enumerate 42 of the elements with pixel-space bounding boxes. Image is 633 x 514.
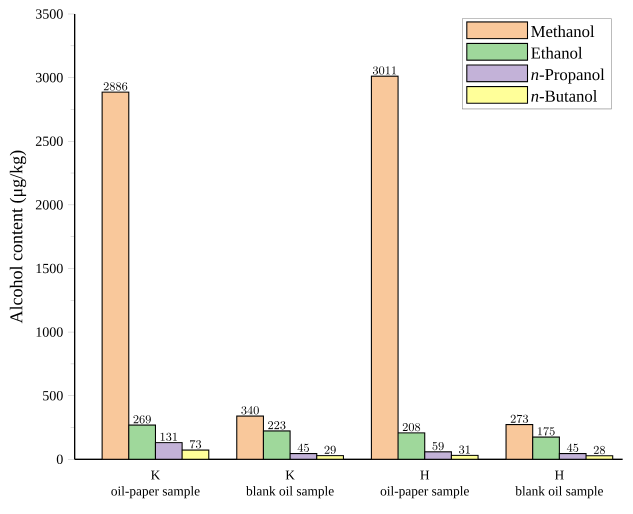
data-label: 269 [133,415,151,424]
bar [102,92,130,460]
x-tick-label: H oil-paper sample [380,470,469,498]
data-label: 273 [510,414,528,423]
y-tick-label: 2500 [36,136,63,146]
y-tick-label: 3000 [36,72,63,82]
data-label: 208 [402,423,420,432]
legend-label: Methanol [531,25,594,38]
x-tick-label: K oil-paper sample [111,470,200,498]
bar [506,424,534,460]
data-label: 2886 [104,82,128,91]
data-label: 28 [594,446,606,454]
legend-label: n-Butanol [531,90,598,102]
legend-label: n-Propanol [531,68,604,84]
data-label: 31 [459,446,470,454]
bar [128,424,156,460]
bar [398,432,426,460]
bar [532,436,560,460]
bar [154,442,183,460]
y-tick-label: 500 [43,390,63,400]
data-label: 340 [241,406,259,414]
y-tick-label: 3500 [36,9,63,19]
data-label: 73 [190,440,202,448]
data-label: 223 [268,421,286,430]
x-tick-label: H blank oil sample [515,470,603,498]
y-axis-title: Alcohol content (μg/kg) [10,150,26,324]
data-label: 175 [538,427,555,436]
y-tick-label: 1000 [36,327,63,337]
y-tick-label: 1500 [36,264,63,274]
bar [262,430,291,460]
bar [236,416,264,460]
data-label: 3011 [372,66,396,75]
data-label: 59 [432,442,444,450]
bar [370,76,399,460]
legend-label: Ethanol [531,46,582,59]
data-label: 45 [298,444,309,452]
data-label: 131 [160,432,178,442]
y-tick-label: 2000 [36,200,63,210]
y-tick-label: 0 [56,454,63,464]
data-label: 45 [566,444,578,452]
x-tick-label: K blank oil sample [246,470,334,498]
data-label: 29 [324,446,336,454]
